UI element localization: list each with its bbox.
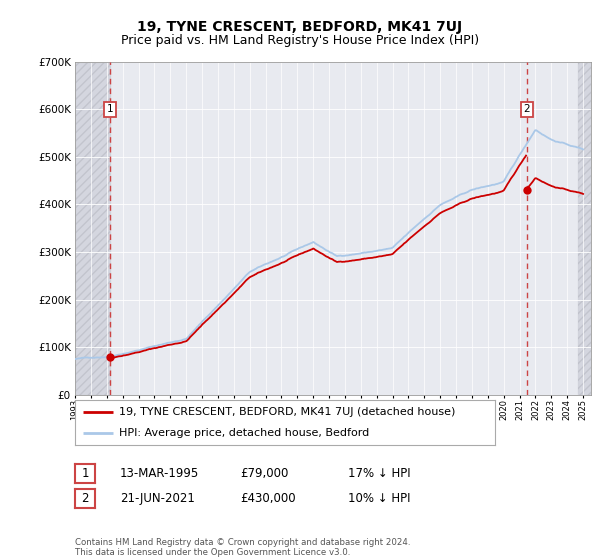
Text: 2: 2 — [82, 492, 89, 506]
Text: 17% ↓ HPI: 17% ↓ HPI — [348, 466, 410, 480]
Text: 2: 2 — [524, 104, 530, 114]
Text: HPI: Average price, detached house, Bedford: HPI: Average price, detached house, Bedf… — [119, 428, 370, 438]
Text: 1: 1 — [106, 104, 113, 114]
Text: £79,000: £79,000 — [240, 466, 289, 480]
Text: 13-MAR-1995: 13-MAR-1995 — [120, 466, 199, 480]
Text: 19, TYNE CRESCENT, BEDFORD, MK41 7UJ (detached house): 19, TYNE CRESCENT, BEDFORD, MK41 7UJ (de… — [119, 408, 455, 418]
Bar — [75, 62, 110, 395]
Text: Contains HM Land Registry data © Crown copyright and database right 2024.
This d: Contains HM Land Registry data © Crown c… — [75, 538, 410, 557]
Bar — [578, 62, 599, 395]
Bar — [75, 62, 110, 395]
Bar — [578, 62, 599, 395]
Text: 21-JUN-2021: 21-JUN-2021 — [120, 492, 195, 505]
Text: 19, TYNE CRESCENT, BEDFORD, MK41 7UJ: 19, TYNE CRESCENT, BEDFORD, MK41 7UJ — [137, 20, 463, 34]
Text: £430,000: £430,000 — [240, 492, 296, 505]
Text: 10% ↓ HPI: 10% ↓ HPI — [348, 492, 410, 505]
Text: Price paid vs. HM Land Registry's House Price Index (HPI): Price paid vs. HM Land Registry's House … — [121, 34, 479, 46]
Text: 1: 1 — [82, 467, 89, 480]
